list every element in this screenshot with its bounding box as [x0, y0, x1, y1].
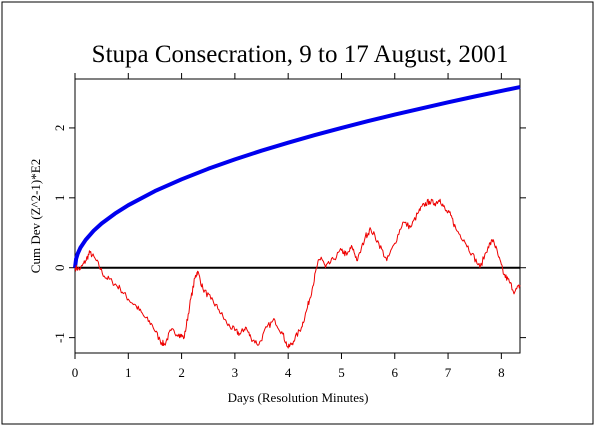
y-axis-label: Cum Dev (Z^2-1)*E2 — [28, 159, 43, 273]
x-tick-label: 2 — [178, 365, 185, 380]
x-tick-label: 3 — [232, 365, 239, 380]
x-tick-label: 5 — [338, 365, 345, 380]
plot-area — [74, 78, 521, 354]
chart-title: Stupa Consecration, 9 to 17 August, 2001 — [92, 41, 509, 68]
x-tick-label: 4 — [285, 365, 292, 380]
x-tick-label: 6 — [392, 365, 399, 380]
x-tick-label: 7 — [445, 365, 452, 380]
x-tick-label: 1 — [125, 365, 132, 380]
series-group — [73, 85, 521, 349]
x-tick-label: 8 — [498, 365, 505, 380]
series-line-blue — [73, 85, 521, 268]
axis-ticks: 0 1 2 3 4 5 6 7 8 -1 0 1 2 — [52, 73, 526, 380]
y-tick-label: -1 — [52, 332, 67, 343]
y-tick-label: 1 — [52, 195, 67, 202]
x-tick-label: 0 — [72, 365, 79, 380]
x-axis-label: Days (Resolution Minutes) — [228, 390, 369, 405]
series-line-red — [74, 198, 521, 349]
y-tick-label: 0 — [52, 264, 67, 271]
y-tick-label: 2 — [52, 125, 67, 132]
